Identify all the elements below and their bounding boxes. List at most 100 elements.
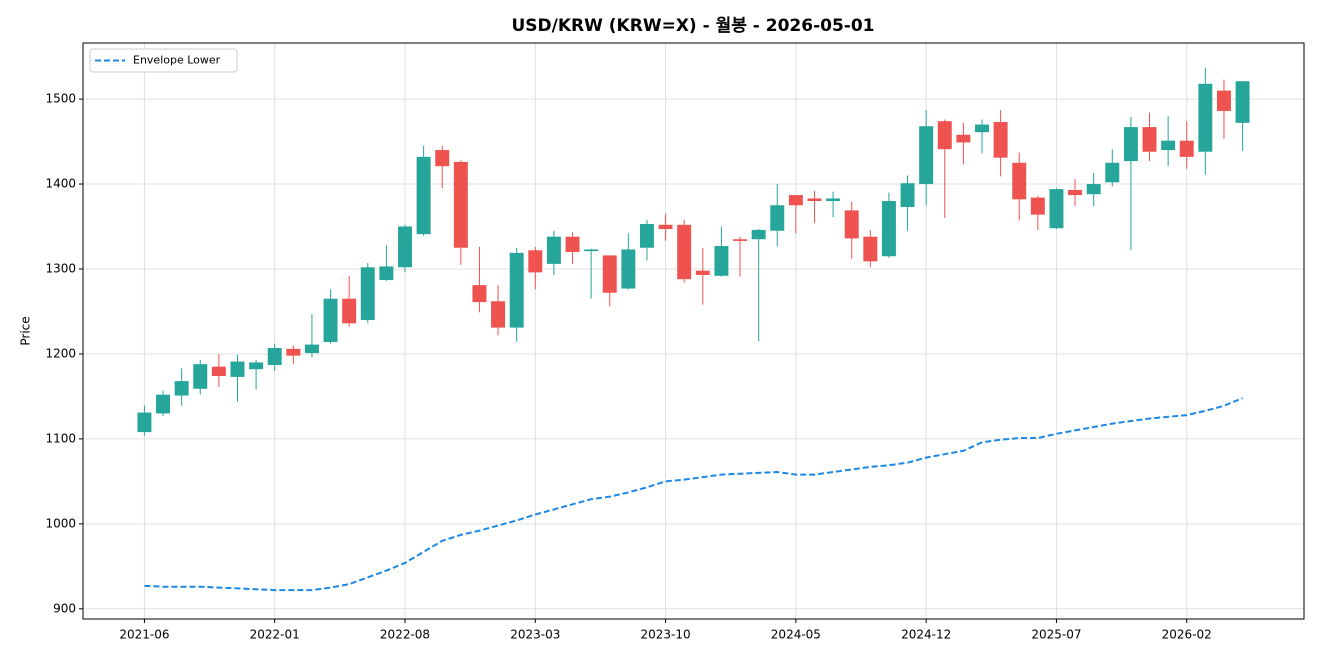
candle-body — [584, 249, 599, 252]
candle-body — [1012, 162, 1027, 200]
candle — [286, 345, 301, 365]
candle — [919, 110, 934, 206]
candle — [602, 255, 617, 307]
candle — [993, 110, 1008, 177]
y-tick-label: 1300 — [45, 261, 76, 275]
candle — [658, 213, 673, 241]
candle-body — [714, 246, 729, 276]
candle — [695, 247, 710, 305]
candle — [881, 192, 896, 258]
candle-body — [919, 126, 934, 185]
x-tick-label: 2022-01 — [250, 628, 300, 642]
candle — [1179, 121, 1194, 169]
candle — [1216, 79, 1231, 139]
candle — [267, 343, 282, 371]
candle-body — [509, 252, 524, 328]
candle — [639, 219, 654, 261]
candle — [211, 353, 226, 388]
candle-body — [1198, 83, 1213, 152]
candle-body — [863, 236, 878, 262]
y-tick-label: 900 — [53, 601, 76, 615]
y-tick-label: 1000 — [45, 516, 76, 530]
x-tick-label: 2025-07 — [1031, 628, 1081, 642]
candle-body — [1030, 197, 1045, 215]
line-series — [144, 397, 1243, 592]
candle-body — [788, 195, 803, 206]
candle — [137, 405, 152, 436]
candle — [379, 245, 394, 281]
candle — [174, 368, 189, 406]
candle — [807, 190, 822, 224]
candle-body — [751, 229, 766, 240]
candle-body — [658, 224, 673, 230]
candle — [323, 289, 338, 344]
y-axis-label: Price — [19, 316, 33, 345]
candle — [621, 233, 636, 290]
candle-body — [304, 344, 319, 354]
candle-body — [230, 361, 245, 377]
candle-body — [342, 298, 357, 324]
candle — [863, 229, 878, 268]
candle-body — [770, 205, 785, 231]
candle — [435, 145, 450, 189]
candle — [156, 390, 171, 416]
candle-body — [286, 348, 301, 356]
x-tick-label: 2022-08 — [380, 628, 430, 642]
legend-box — [89, 48, 238, 73]
candle-body — [472, 285, 487, 303]
candle-body — [1179, 140, 1194, 157]
candle — [1105, 149, 1120, 187]
candle-body — [975, 124, 989, 133]
x-tick-label: 2024-12 — [901, 628, 951, 642]
candle — [956, 122, 971, 165]
candle-body — [528, 250, 543, 273]
candle-body — [1049, 189, 1064, 229]
candle-body — [174, 381, 189, 396]
candle-body — [881, 201, 896, 257]
candle-body — [621, 249, 636, 289]
candle — [416, 145, 431, 236]
candle-body — [267, 347, 282, 365]
candle-body — [1068, 189, 1083, 196]
candle — [1030, 195, 1045, 230]
candle — [360, 263, 375, 324]
candle — [509, 247, 524, 343]
candle-body — [993, 122, 1008, 158]
candle — [1198, 67, 1213, 175]
candle-body — [844, 210, 859, 239]
candle-body — [639, 223, 654, 248]
candle-body — [900, 183, 915, 207]
candle-body — [249, 362, 264, 370]
candle — [677, 219, 692, 283]
candle-body — [398, 226, 412, 268]
x-tick-label: 2023-10 — [641, 628, 691, 642]
candle — [937, 119, 952, 219]
candle — [528, 246, 543, 290]
x-tick-label: 2021-06 — [119, 628, 169, 642]
candle — [714, 226, 729, 277]
candle-body — [1142, 127, 1157, 152]
candle — [733, 236, 748, 277]
candle — [975, 119, 989, 154]
candle — [826, 191, 841, 218]
x-tick-label: 2023-03 — [510, 628, 560, 642]
candle — [770, 184, 785, 247]
candle — [1142, 112, 1157, 162]
candle — [1161, 116, 1176, 167]
candle-body — [937, 121, 952, 150]
chart-title: USD/KRW (KRW=X) - 월봉 - 2026-05-01 — [511, 16, 874, 36]
candle — [565, 232, 580, 264]
candle — [491, 285, 506, 336]
candle — [230, 354, 245, 402]
candle-body — [546, 236, 561, 264]
y-tick-label: 1400 — [45, 177, 76, 191]
candle-body — [695, 270, 710, 275]
candle-body — [211, 366, 226, 377]
candle-body — [826, 198, 841, 202]
candle-body — [453, 161, 468, 248]
candle-body — [1105, 162, 1120, 183]
candle-body — [360, 267, 375, 320]
candle-body — [733, 239, 748, 241]
candle-body — [602, 255, 617, 293]
y-tick-label: 1200 — [45, 346, 76, 360]
